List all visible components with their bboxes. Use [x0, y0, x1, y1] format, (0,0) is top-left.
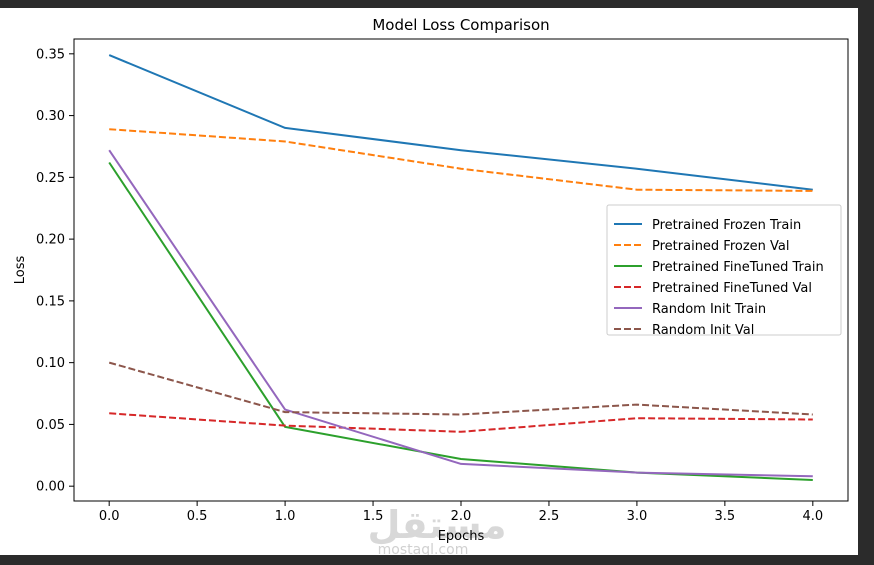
legend-label: Pretrained FineTuned Val [652, 281, 812, 296]
series-line-4 [108, 149, 813, 478]
x-tick-label: 0.5 [187, 509, 208, 524]
x-tick-label: 1.0 [275, 509, 296, 524]
series-line-1 [109, 128, 813, 192]
legend-box [606, 204, 842, 336]
legend-label: Pretrained FineTuned Train [652, 260, 824, 275]
y-tick-label: 0.00 [36, 480, 65, 495]
x-axis-label: Epochs [438, 529, 485, 544]
series-line-0 [108, 54, 813, 191]
chart-title: Model Loss Comparison [372, 16, 549, 34]
x-tick-label: 3.0 [627, 509, 648, 524]
legend-label: Random Init Val [652, 323, 754, 338]
legend-label: Pretrained Frozen Train [652, 218, 801, 233]
legend-label: Random Init Train [652, 302, 766, 317]
y-tick-label: 0.25 [36, 171, 65, 186]
figure-canvas: مستقل mostaql.com 0.0 0.5 1.0 1.5 2.0 2.5 3.0 3… [0, 8, 858, 555]
watermark: مستقل mostaql.com [368, 503, 507, 555]
y-tick-label: 0.35 [36, 47, 65, 62]
watermark-logo: مستقل [368, 503, 507, 547]
series-line-3 [109, 412, 813, 433]
x-tick-label: 1.5 [363, 509, 384, 524]
series-line-5 [108, 361, 813, 416]
series-layer [108, 54, 813, 481]
y-axis-label: Loss [13, 256, 28, 285]
loss-line-chart: مستقل mostaql.com 0.0 0.5 1.0 1.5 2.0 2.5 3.0 3… [13, 16, 849, 555]
y-axis: 0.00 0.05 0.10 0.15 0.20 0.25 0.30 0.35 [36, 47, 74, 495]
y-tick-label: 0.20 [36, 233, 65, 248]
x-tick-label: 4.0 [802, 509, 823, 524]
legend: Pretrained Frozen Train Pretrained Frozen… [606, 204, 842, 338]
legend-label: Pretrained Frozen Val [652, 239, 790, 254]
x-axis: 0.0 0.5 1.0 1.5 2.0 2.5 3.0 3.5 4.0 [99, 501, 823, 524]
y-tick-label: 0.05 [36, 418, 65, 433]
x-tick-label: 2.5 [539, 509, 560, 524]
series-line-2 [108, 161, 813, 481]
x-tick-label: 0.0 [99, 509, 120, 524]
x-tick-label: 3.5 [715, 509, 736, 524]
x-tick-label: 2.0 [451, 509, 472, 524]
y-tick-label: 0.15 [36, 294, 65, 309]
y-tick-label: 0.10 [36, 356, 65, 371]
watermark-url: mostaql.com [378, 542, 469, 555]
y-tick-label: 0.30 [36, 109, 65, 124]
